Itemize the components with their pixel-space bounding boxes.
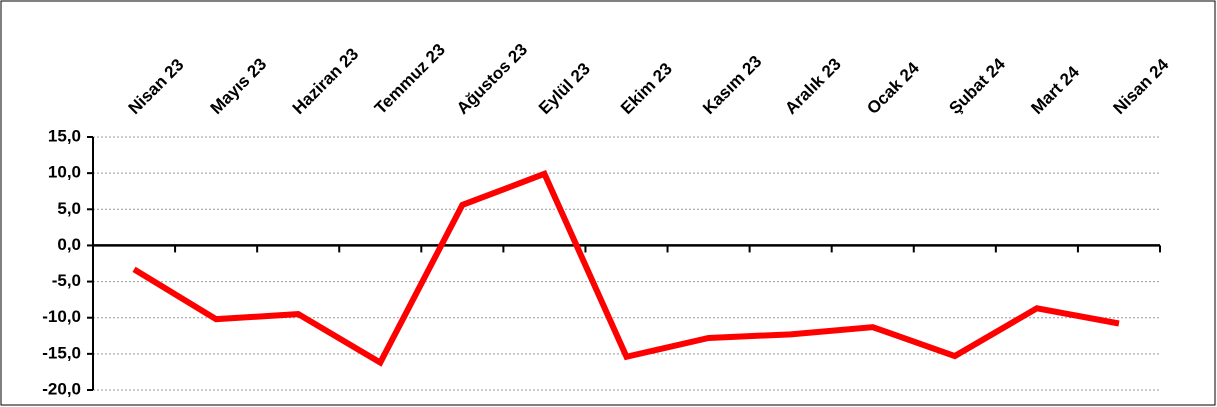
y-tick-label: 15,0 xyxy=(48,126,81,145)
data-line xyxy=(132,170,1120,367)
y-tick-label: -5,0 xyxy=(52,271,81,290)
y-tick-label: 0,0 xyxy=(57,235,81,254)
y-tick-label: -20,0 xyxy=(42,379,81,398)
y-tick-label: 10,0 xyxy=(48,163,81,182)
y-tick-label: 5,0 xyxy=(57,199,81,218)
y-tick-label: -15,0 xyxy=(42,343,81,362)
y-tick-label: -10,0 xyxy=(42,307,81,326)
